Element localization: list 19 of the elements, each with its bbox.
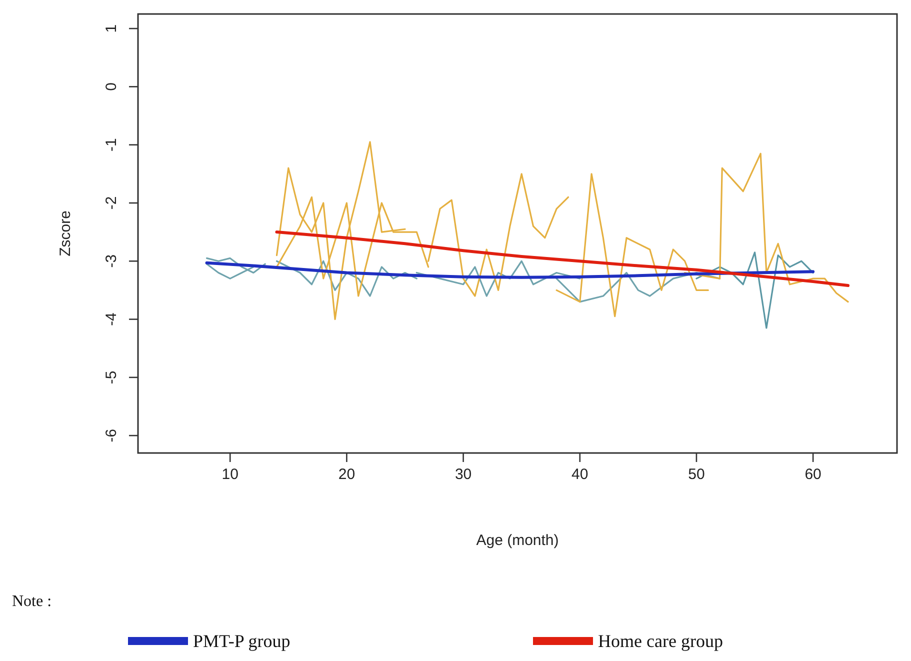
x-tick-label: 50 <box>688 466 705 483</box>
x-tick-label: 40 <box>572 466 588 483</box>
y-tick-label: -5 <box>103 370 120 384</box>
y-tick-label: -4 <box>103 312 120 326</box>
x-tick-label: 60 <box>804 466 822 483</box>
y-tick-label: -1 <box>103 138 120 152</box>
y-tick-label: -3 <box>103 254 120 268</box>
x-tick-label: 10 <box>222 466 238 483</box>
y-tick-label: -2 <box>103 196 120 210</box>
y-tick-label: 0 <box>103 82 120 91</box>
legend-label: Home care group <box>598 631 723 651</box>
text: Note : <box>12 593 52 610</box>
y-axis-title: Zscore <box>57 210 74 256</box>
y-tick-label: 1 <box>103 24 120 33</box>
x-tick-label: 30 <box>454 466 472 483</box>
x-axis-title: Age (month) <box>476 532 559 549</box>
x-tick-label: 20 <box>338 466 356 483</box>
y-tick-label: -6 <box>103 428 120 442</box>
legend-label: PMT-P group <box>193 631 290 651</box>
